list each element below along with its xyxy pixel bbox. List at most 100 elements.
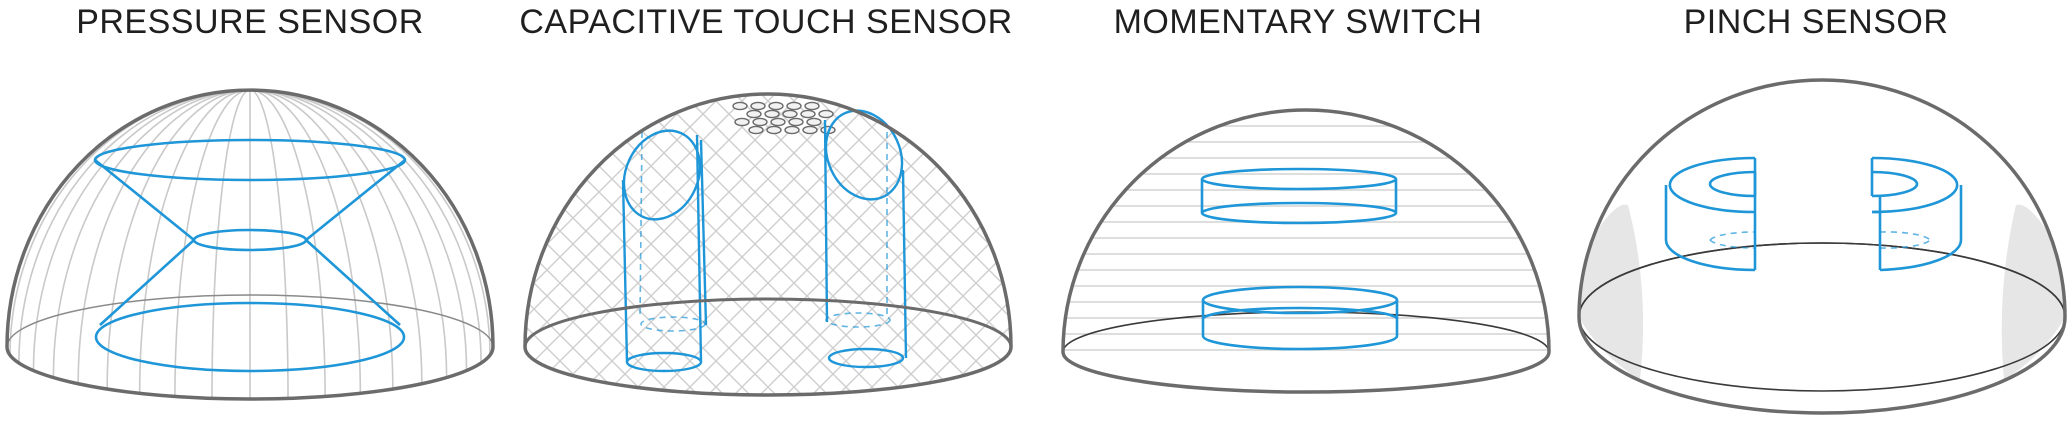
hatch-line xyxy=(874,94,1011,395)
hatch-line xyxy=(574,94,896,395)
hatch-line xyxy=(964,94,1011,395)
electrode-dot xyxy=(746,109,762,119)
dome-horizontal-lines xyxy=(1063,125,1549,351)
meridian-line xyxy=(211,90,251,399)
hatch-line xyxy=(525,94,558,395)
right-electrode-cylinder xyxy=(823,109,908,369)
electrode-dot xyxy=(788,117,804,127)
hatch-line xyxy=(938,94,1011,395)
hatch-line xyxy=(1291,90,1611,410)
right-pinch-electrode xyxy=(1870,156,1963,272)
hatch-line xyxy=(990,94,1011,395)
hatch-line xyxy=(1225,90,1545,410)
meridian-line xyxy=(52,90,251,378)
hatch-line xyxy=(43,90,363,410)
electrode-dot xyxy=(786,101,802,111)
shaded-side-left xyxy=(1579,204,1644,380)
hatch-line xyxy=(678,94,1000,395)
meridian-line xyxy=(249,90,448,378)
hatch-line xyxy=(730,94,1011,395)
electrode-dot xyxy=(802,125,818,135)
hatch-line xyxy=(133,90,453,410)
bottom-ring xyxy=(94,301,406,373)
hatch-line xyxy=(1057,90,1377,410)
hatch-line xyxy=(525,94,844,395)
pinch-sensor-diagram xyxy=(1577,78,2067,415)
electrode-dot xyxy=(784,125,800,135)
meridian-line xyxy=(138,90,251,394)
hatch-line xyxy=(525,94,728,395)
electrode-dot xyxy=(770,117,786,127)
hatch-line xyxy=(1043,90,1363,410)
title-pressure-sensor: PRESSURE SENSOR xyxy=(76,3,424,41)
hatch-line xyxy=(1135,90,1455,410)
hatch-line xyxy=(704,94,1011,395)
hatch-line xyxy=(147,90,467,410)
hatch-line xyxy=(1017,90,1337,410)
hatch-line xyxy=(1069,90,1389,410)
hatch-line xyxy=(588,94,910,395)
hatch-line xyxy=(600,94,922,395)
hatch-line xyxy=(548,94,870,395)
dome-outline xyxy=(1061,108,1551,394)
hatch-line xyxy=(1004,94,1011,395)
hatch-line xyxy=(1109,90,1429,410)
upper-switch-disc xyxy=(1200,167,1398,225)
electrode-dot xyxy=(752,117,768,127)
meridian-line xyxy=(249,90,468,371)
hatch-line xyxy=(614,94,936,395)
left-electrode-cylinder xyxy=(621,129,708,373)
hatch-line xyxy=(770,94,1011,395)
hatch-line xyxy=(626,94,948,395)
electrode-dot xyxy=(768,101,784,111)
meridian-line xyxy=(249,90,482,364)
hatch-line xyxy=(562,94,884,395)
electrode-dot xyxy=(766,125,782,135)
hatch-line xyxy=(525,94,806,395)
meridian-line xyxy=(32,90,251,371)
hatch-line xyxy=(525,94,792,395)
hatch-line xyxy=(525,94,636,395)
dome-base-back xyxy=(1578,242,2066,392)
hatch-line xyxy=(17,90,337,410)
lower-switch-disc xyxy=(1201,285,1399,351)
hatch-line xyxy=(525,94,832,395)
electrode-dot xyxy=(734,117,750,127)
electrode-dot xyxy=(818,109,834,119)
electrode-dot xyxy=(732,101,748,111)
hatch-line xyxy=(525,94,662,395)
shaded-side-right xyxy=(2001,204,2065,380)
dome-base-back-arc xyxy=(1578,242,2066,318)
dome-outline xyxy=(1577,78,2067,415)
dome-outline xyxy=(5,88,495,401)
dome-meridian-lines xyxy=(9,90,491,399)
meridian-line xyxy=(106,90,251,390)
left-pinch-electrode xyxy=(1664,156,1757,272)
hatch-line xyxy=(756,94,1011,395)
hatch-line xyxy=(1095,90,1415,410)
title-capacitive-touch-sensor: CAPACITIVE TOUCH SENSOR xyxy=(519,3,1013,41)
dome-base-front-rim xyxy=(523,297,1013,348)
electrode-dots xyxy=(732,101,836,135)
hatch-line xyxy=(1213,90,1533,410)
hatch-line xyxy=(1173,90,1493,410)
hatch-line xyxy=(978,94,1011,395)
meridian-line xyxy=(249,90,423,384)
hatch-line xyxy=(525,94,572,395)
hatch-line xyxy=(525,94,754,395)
hatch-line xyxy=(1265,90,1585,410)
hatch-line xyxy=(525,94,610,395)
hatch-line xyxy=(900,94,1011,395)
hatch-line xyxy=(1161,90,1481,410)
pressure-sensor-element xyxy=(93,138,407,373)
hatch-line xyxy=(1199,90,1519,410)
hatch-line xyxy=(525,94,740,395)
hatch-line xyxy=(1121,90,1441,410)
hatch-line xyxy=(834,94,1011,395)
hatch-line xyxy=(29,90,349,410)
hatch-line xyxy=(159,90,479,410)
hatch-line xyxy=(822,94,1011,395)
hatch-line xyxy=(536,94,858,395)
hatch-line xyxy=(525,94,766,395)
